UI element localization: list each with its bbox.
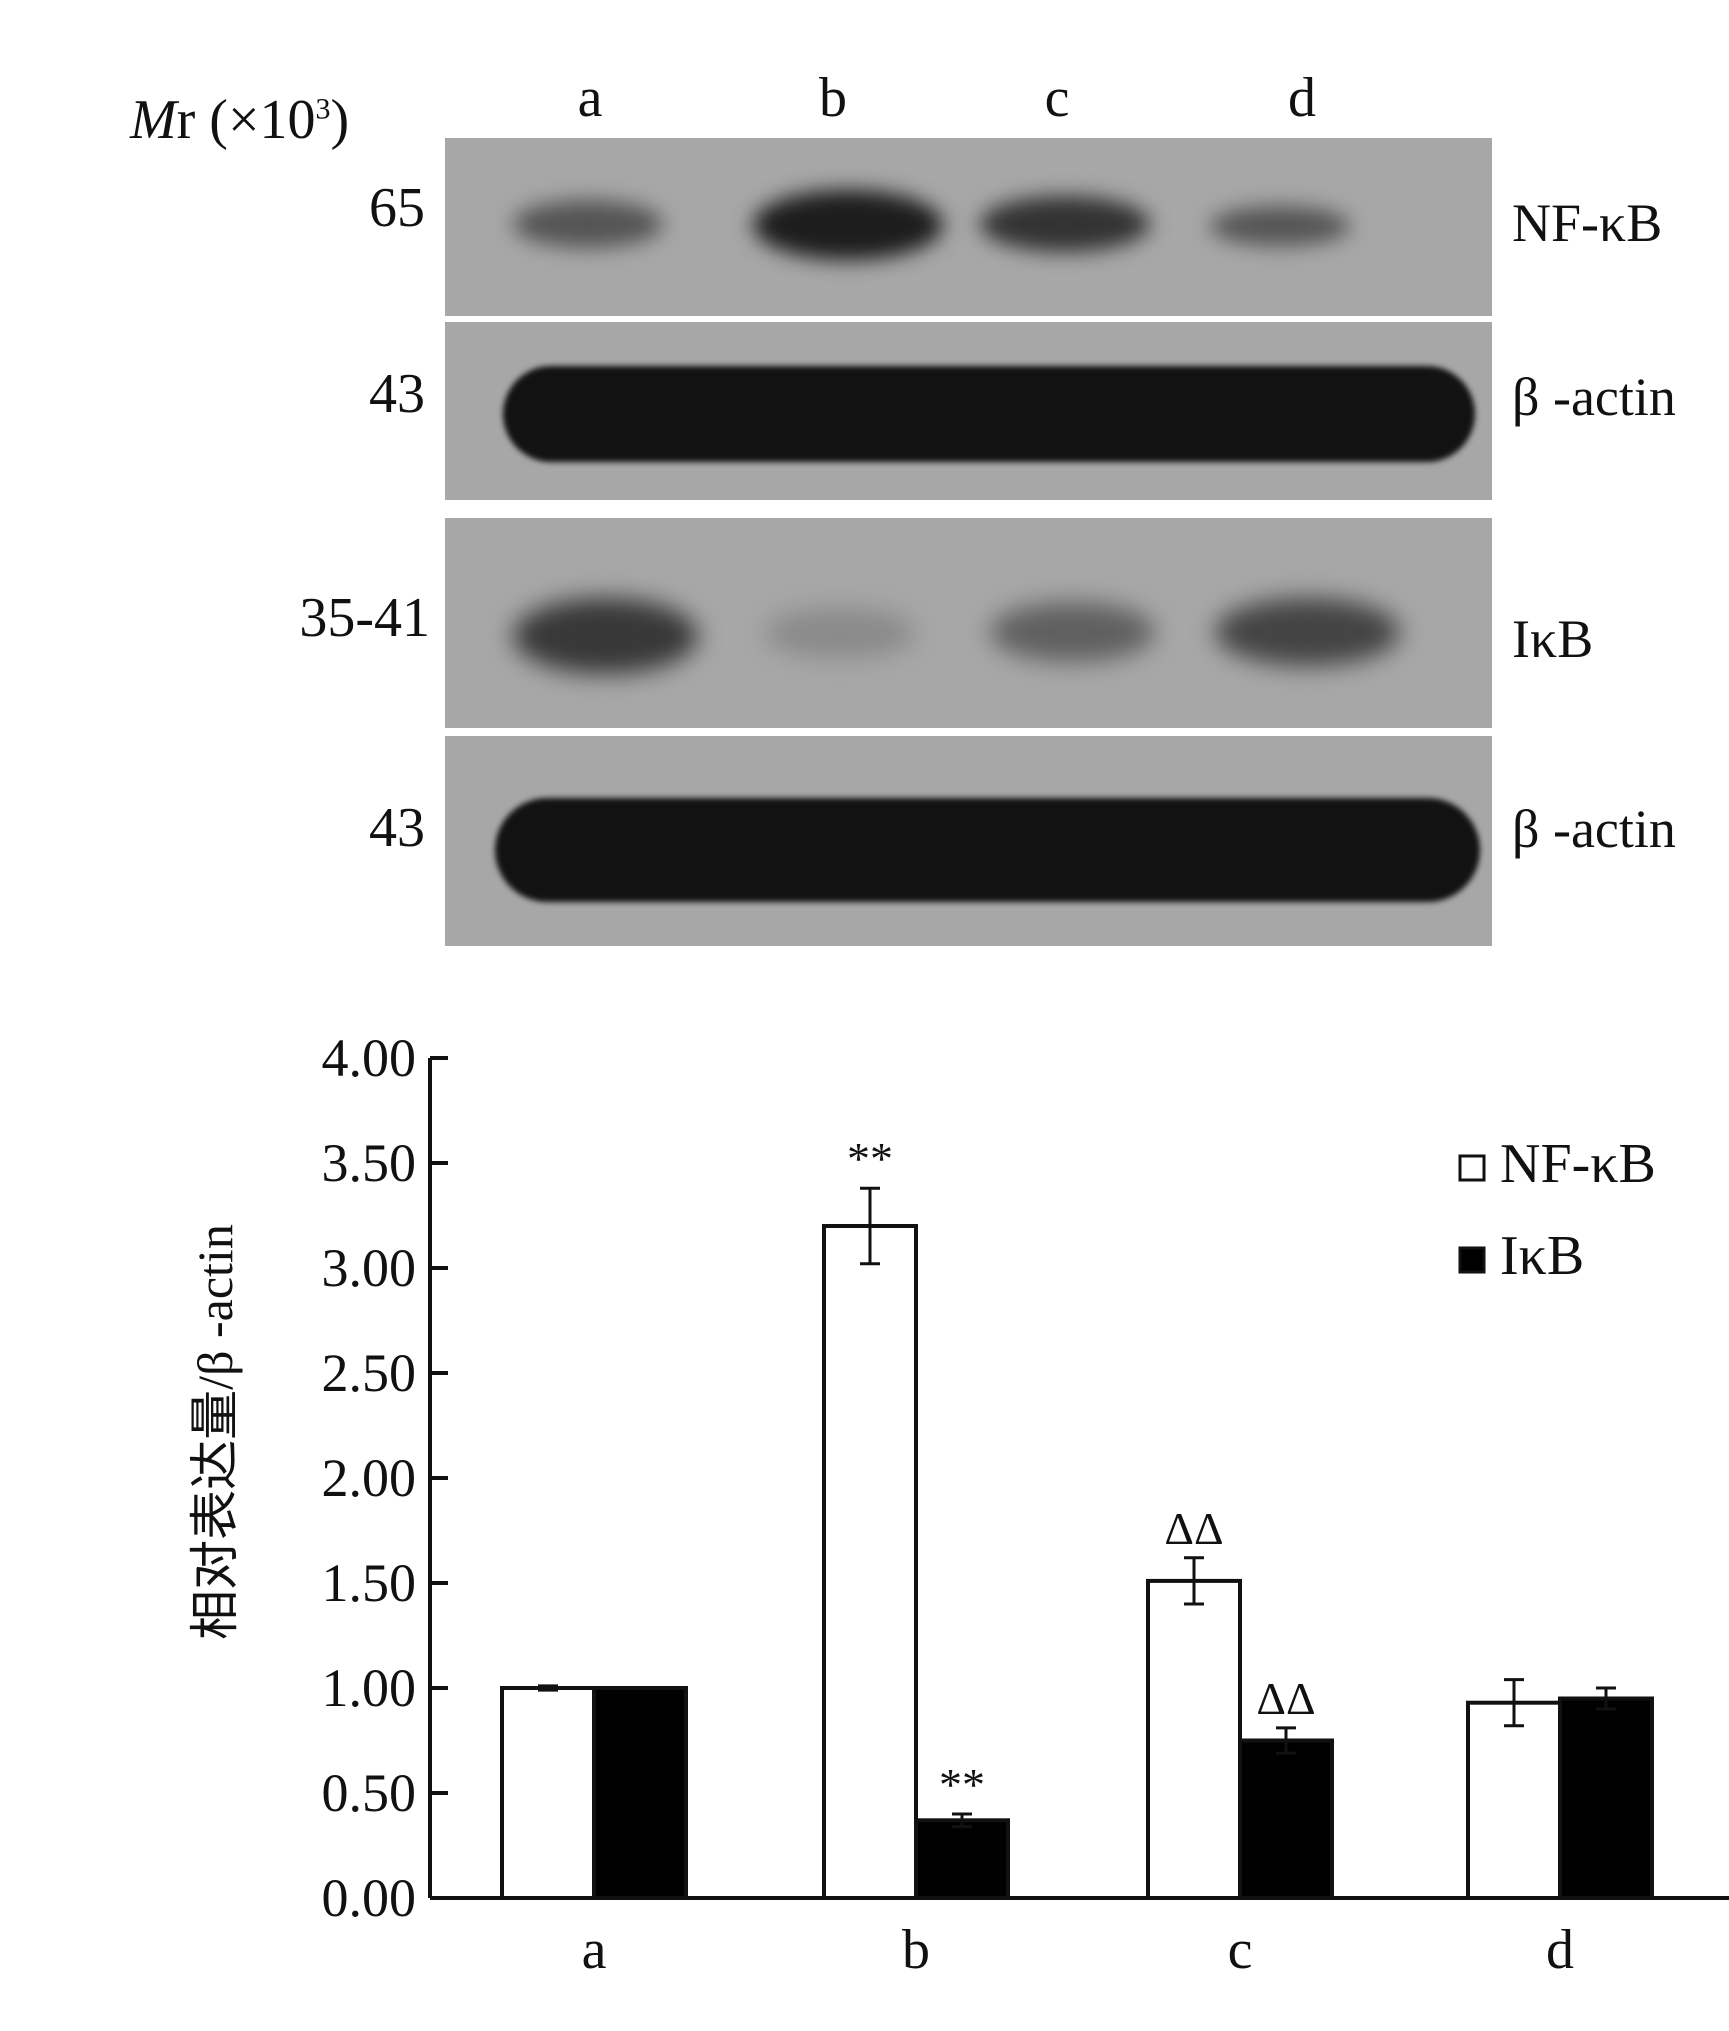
significance-label: ΔΔ	[1256, 1673, 1315, 1724]
band	[765, 608, 915, 658]
blot-panel-actin-1	[445, 322, 1492, 500]
bar	[500, 1686, 596, 1900]
lane-label-a: a	[577, 67, 603, 129]
legend-swatch	[1458, 1154, 1486, 1182]
y-tick-label: 0.50	[322, 1763, 417, 1823]
mr-italic: M	[130, 89, 177, 151]
band	[1210, 206, 1350, 246]
band	[513, 598, 698, 674]
protein-label-nfkb: NF-κB	[1512, 193, 1663, 253]
x-tick-label: d	[1546, 1919, 1574, 1981]
protein-label-actin-1: β -actin	[1512, 367, 1676, 427]
legend-swatch	[1458, 1246, 1486, 1274]
mw-label-actin-2: 43	[369, 797, 425, 859]
mw-label-ikb: 35-41	[299, 587, 430, 649]
legend-label: NF-κB	[1500, 1133, 1656, 1195]
bar	[822, 1224, 918, 1900]
y-tick-label: 0.00	[322, 1868, 417, 1928]
y-tick-label: 3.50	[322, 1133, 417, 1193]
band	[503, 366, 1475, 462]
band	[753, 190, 943, 260]
x-tick-label: a	[582, 1919, 607, 1981]
bar	[592, 1686, 688, 1900]
protein-label-actin-2: β -actin	[1512, 799, 1676, 859]
y-tick-label: 1.00	[322, 1658, 417, 1718]
band	[513, 200, 663, 248]
bar	[914, 1818, 1010, 1900]
blot-panel-nfkb	[445, 138, 1492, 316]
bar	[1466, 1700, 1562, 1901]
mr-close: )	[330, 89, 350, 151]
mr-sup: 3	[315, 92, 331, 126]
y-tick-label: 1.50	[322, 1553, 417, 1613]
lane-label-d: d	[1288, 67, 1316, 129]
y-tick-label: 2.50	[322, 1343, 417, 1403]
y-tick-label: 3.00	[322, 1238, 417, 1298]
band	[495, 798, 1480, 902]
blot-panel-actin-2	[445, 736, 1492, 946]
y-tick-label: 4.00	[322, 1028, 417, 1088]
band	[990, 602, 1155, 662]
band	[1215, 598, 1400, 666]
y-tick-label: 2.00	[322, 1448, 417, 1508]
lane-label-c: c	[1044, 67, 1070, 129]
mw-label-actin-1: 43	[369, 363, 425, 425]
bar	[1238, 1738, 1334, 1900]
bar	[1558, 1696, 1654, 1900]
significance-label: ΔΔ	[1164, 1503, 1223, 1554]
blot-panel-ikb	[445, 518, 1492, 728]
mr-axis-label: Mr (×103)	[130, 92, 349, 148]
lane-label-b: b	[819, 67, 847, 129]
mw-label-nfkb: 65	[369, 177, 425, 239]
y-axis-label: 相对表达量/β -actin	[187, 1224, 243, 1640]
legend-label: IκB	[1500, 1225, 1584, 1287]
significance-label: **	[939, 1759, 985, 1810]
bar	[1146, 1578, 1242, 1901]
mr-rest: r (×10	[176, 89, 316, 151]
bar-chart: 相对表达量/β -actin 0.00 0.50 1.00 1.50 2.00 2.50 3…	[187, 1028, 1729, 1981]
band	[980, 196, 1150, 252]
x-tick-label: b	[902, 1919, 930, 1981]
x-tick-label: c	[1228, 1919, 1253, 1981]
significance-label: **	[847, 1133, 893, 1184]
protein-label-ikb: IκB	[1512, 609, 1594, 669]
